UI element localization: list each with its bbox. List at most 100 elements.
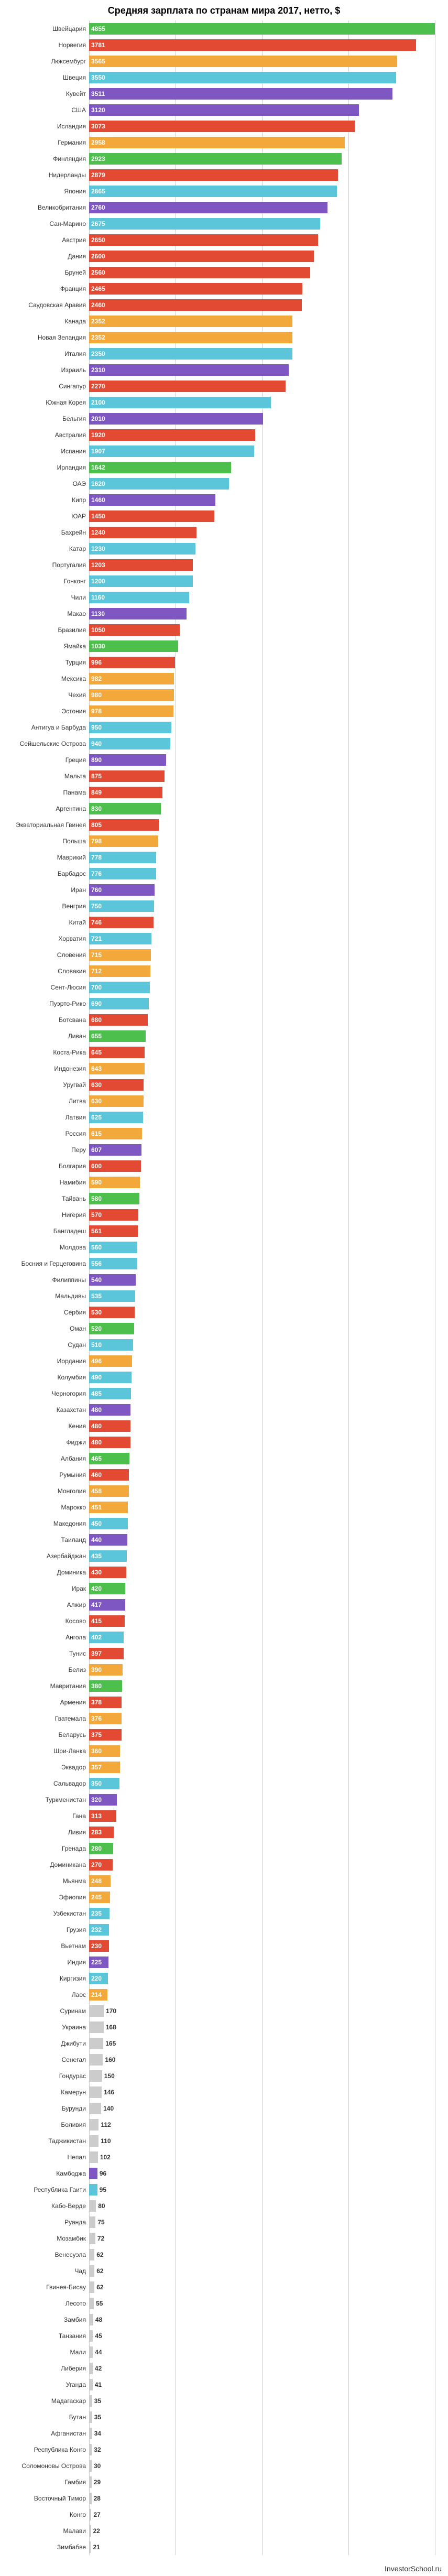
bar-area: 520 — [89, 1323, 443, 1334]
bar-label: Коста-Рика — [5, 1049, 89, 1056]
bar — [89, 705, 173, 717]
bar-row: Венгрия750 — [5, 898, 443, 914]
bar-value: 96 — [100, 2168, 106, 2179]
bar-area: 615 — [89, 1128, 443, 1139]
bar-label: Судан — [5, 1341, 89, 1349]
bar-value: 465 — [91, 1453, 102, 1464]
bar-label: Панама — [5, 789, 89, 796]
bar-area: 1230 — [89, 543, 443, 555]
bar-label: Беларусь — [5, 1731, 89, 1738]
bar-value: 2270 — [91, 381, 105, 392]
bar-label: Гамбия — [5, 2479, 89, 2486]
bar-label: Норвегия — [5, 41, 89, 49]
bar-label: Украина — [5, 2024, 89, 2031]
bar-area: 746 — [89, 917, 443, 928]
bar-label: Камерун — [5, 2089, 89, 2096]
bar-value: 950 — [91, 722, 102, 733]
bar-row: Новая Зеландия2352 — [5, 329, 443, 345]
bar-label: Узбекистан — [5, 1910, 89, 1917]
bar-area: 245 — [89, 1892, 443, 1903]
bar-value: 440 — [91, 1534, 102, 1546]
bar-area: 397 — [89, 1648, 443, 1659]
bar-area: 102 — [89, 2151, 443, 2163]
bar — [89, 283, 302, 295]
bar-value: 415 — [91, 1615, 102, 1627]
bar-area: 2100 — [89, 397, 443, 408]
bar — [89, 251, 314, 262]
bar-row: Непал102 — [5, 2149, 443, 2165]
bar-label: Туркменистан — [5, 1796, 89, 1803]
bar-value: 248 — [91, 1875, 102, 1887]
bar-label: Бруней — [5, 269, 89, 276]
bar-row: Сейшельские Острова940 — [5, 735, 443, 752]
bar-label: Германия — [5, 139, 89, 146]
bar-label: Иран — [5, 886, 89, 894]
bar-label: Нигерия — [5, 1211, 89, 1219]
bar-value: 590 — [91, 1177, 102, 1188]
bar-area: 27 — [89, 2509, 443, 2520]
bar-value: 980 — [91, 689, 102, 701]
bar-label: Кипр — [5, 496, 89, 504]
bar — [89, 2184, 97, 2195]
bar-area: 42 — [89, 2363, 443, 2374]
bar-row: Мавритания380 — [5, 1678, 443, 1694]
bar-area: 32 — [89, 2444, 443, 2455]
bar-value: 776 — [91, 868, 102, 879]
bar-row: Киргизия220 — [5, 1970, 443, 1986]
bar-area: 2010 — [89, 413, 443, 425]
bar-value: 80 — [98, 2200, 105, 2212]
bar — [89, 462, 231, 473]
bar-label: Черногория — [5, 1390, 89, 1397]
bar-value: 996 — [91, 657, 102, 668]
bar-label: Мадагаскар — [5, 2397, 89, 2405]
bar-value: 1130 — [91, 608, 105, 619]
bar-value: 746 — [91, 917, 102, 928]
bar-label: Гана — [5, 1812, 89, 1820]
bar-row: Макао1130 — [5, 605, 443, 622]
bar-row: Тайвань580 — [5, 1190, 443, 1207]
bar-value: 375 — [91, 1729, 102, 1741]
bar — [89, 413, 263, 425]
bar-area: 721 — [89, 933, 443, 944]
bar-row: Сенегал160 — [5, 2051, 443, 2068]
bar-label: Кения — [5, 1422, 89, 1430]
bar-area: 415 — [89, 1615, 443, 1627]
bar-area: 230 — [89, 1940, 443, 1952]
bar-label: Ирландия — [5, 464, 89, 471]
bar-area: 875 — [89, 770, 443, 782]
bar-label: Казахстан — [5, 1406, 89, 1414]
bar-area: 2460 — [89, 299, 443, 311]
bar — [89, 494, 215, 506]
bar-label: Уганда — [5, 2381, 89, 2388]
bar-area: 2865 — [89, 186, 443, 197]
bar — [89, 23, 435, 35]
bar-area: 150 — [89, 2070, 443, 2082]
bar-area: 380 — [89, 1680, 443, 1692]
bar-value: 615 — [91, 1128, 102, 1139]
bar-area: 232 — [89, 1924, 443, 1936]
bar-row: Чили1160 — [5, 589, 443, 605]
bar-area: 2352 — [89, 316, 443, 327]
bar-area: 160 — [89, 2054, 443, 2066]
bar-area: 435 — [89, 1550, 443, 1562]
bar-label: Сербия — [5, 1309, 89, 1316]
bar-row: Нигерия570 — [5, 1207, 443, 1223]
bar-area: 360 — [89, 1745, 443, 1757]
bar-row: Кувейт3511 — [5, 85, 443, 102]
bar — [89, 364, 289, 376]
bar-row: Фиджи480 — [5, 1434, 443, 1450]
bar — [89, 2119, 99, 2131]
bar-value: 2600 — [91, 251, 105, 262]
bar-row: Республика Конго32 — [5, 2441, 443, 2458]
bar-row: Мали44 — [5, 2344, 443, 2360]
bar-area: 2560 — [89, 267, 443, 278]
bar-row: Бурунди140 — [5, 2100, 443, 2116]
bar — [89, 2151, 98, 2163]
bar-value: 496 — [91, 1355, 102, 1367]
bar — [89, 72, 396, 83]
bar-label: Вьетнам — [5, 1942, 89, 1950]
bar-row: Афганистан34 — [5, 2425, 443, 2441]
bar-value: 62 — [96, 2265, 103, 2277]
bar-area: 2879 — [89, 169, 443, 181]
bar-label: Лаос — [5, 1991, 89, 1998]
